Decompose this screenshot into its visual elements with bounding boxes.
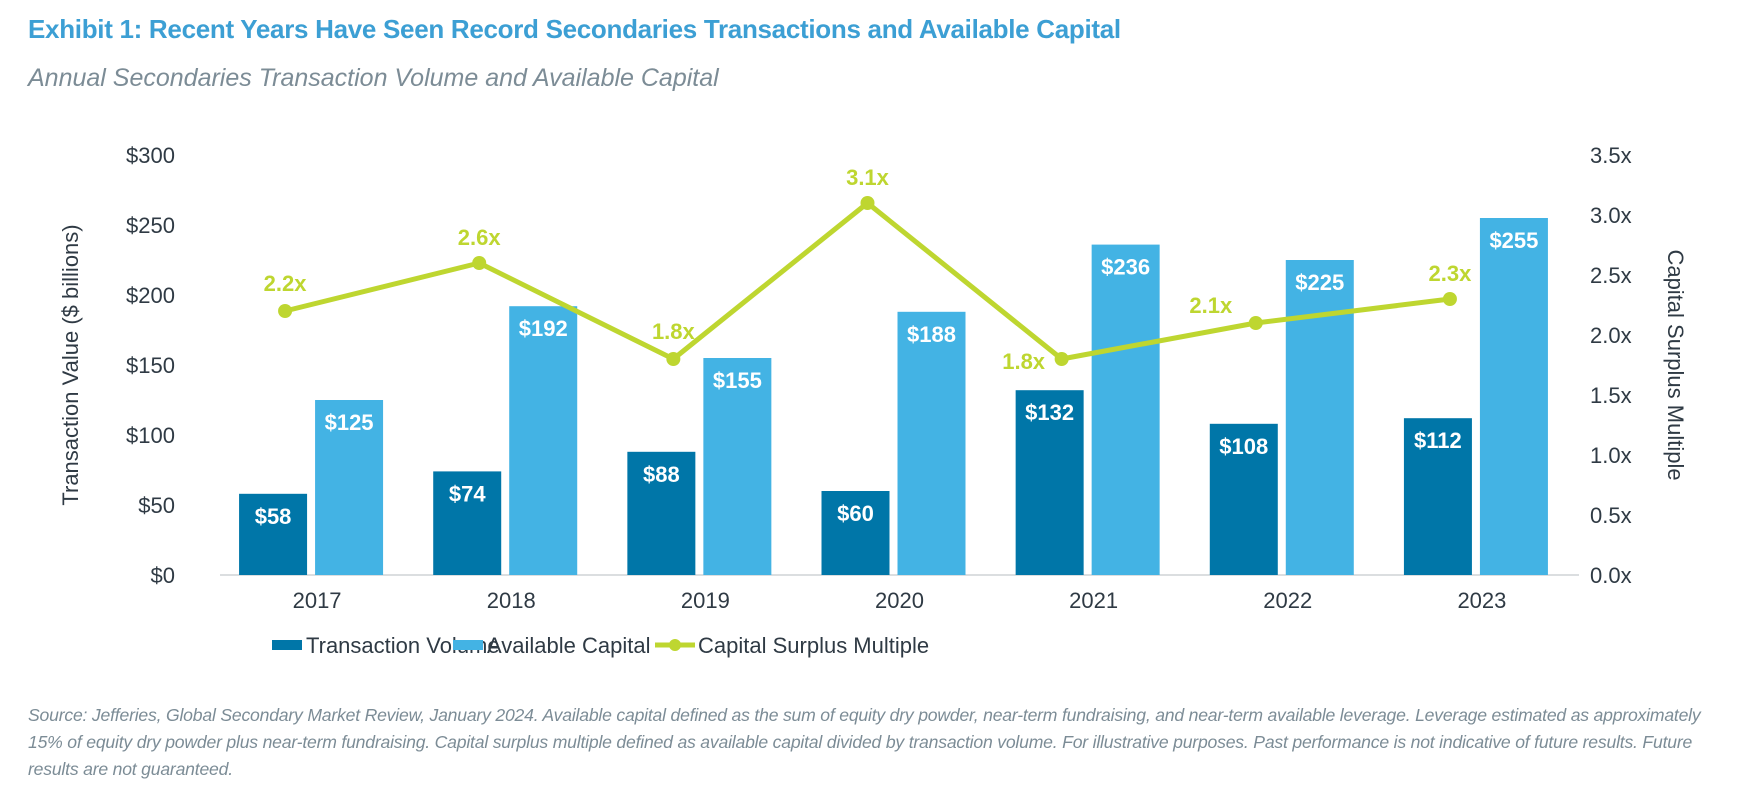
y2-tick-label: 0.5x: [1590, 503, 1632, 528]
bar-transaction-volume: [1209, 423, 1278, 575]
bar-available-capital: [1091, 244, 1160, 575]
y2-axis-title: Capital Surplus Multiple: [1663, 249, 1688, 480]
legend-marker-capital-surplus-multiple: [669, 639, 681, 651]
y-tick-label: $50: [138, 493, 175, 518]
bar-transaction-volume: [433, 471, 502, 575]
bar-data-label: $188: [907, 322, 956, 347]
bar-data-label: $108: [1219, 434, 1268, 459]
bar-data-label: $255: [1489, 228, 1538, 253]
line-data-label: 1.8x: [652, 319, 696, 344]
source-footnote: Source: Jefferies, Global Secondary Mark…: [28, 705, 1701, 779]
y2-tick-label: 3.0x: [1590, 203, 1632, 228]
bar-transaction-volume: [627, 451, 696, 575]
bar-data-label: $236: [1101, 255, 1150, 280]
x-tick-label: 2020: [875, 588, 924, 613]
bar-data-label: $60: [837, 501, 874, 526]
bar-available-capital: [1479, 218, 1548, 575]
x-tick-label: 2017: [293, 588, 342, 613]
line-data-label: 2.3x: [1429, 261, 1473, 286]
line-point: [472, 256, 487, 270]
line-point: [860, 196, 875, 210]
bar-transaction-volume: [1015, 390, 1084, 575]
chart-subtitle: Annual Secondaries Transaction Volume an…: [28, 64, 719, 92]
line-point: [666, 352, 681, 366]
y2-tick-label: 2.0x: [1590, 323, 1632, 348]
bar-available-capital: [1285, 260, 1354, 575]
x-tick-label: 2022: [1263, 588, 1312, 613]
line-data-label: 2.1x: [1189, 293, 1233, 318]
y-tick-label: $150: [126, 353, 175, 378]
legend-swatch-transaction-volume: [272, 640, 302, 650]
y2-tick-label: 1.5x: [1590, 383, 1632, 408]
line-point: [1054, 352, 1069, 366]
line-point: [1442, 292, 1457, 306]
x-tick-label: 2023: [1457, 588, 1506, 613]
bar-data-label: $112: [1414, 428, 1462, 453]
bar-data-label: $125: [325, 410, 374, 435]
legend-label-capital-surplus-multiple: Capital Surplus Multiple: [698, 633, 929, 658]
y2-tick-label: 1.0x: [1590, 443, 1632, 468]
bar-data-label: $132: [1025, 400, 1074, 425]
bar-data-label: $155: [713, 368, 762, 393]
bar-available-capital: [897, 311, 966, 575]
bar-available-capital: [315, 400, 384, 575]
line-data-label: 2.6x: [458, 225, 502, 250]
chart-title: Exhibit 1: Recent Years Have Seen Record…: [28, 14, 1121, 44]
y-tick-label: $200: [126, 283, 175, 308]
line-data-label: 2.2x: [264, 271, 308, 296]
bar-data-label: $88: [643, 462, 680, 487]
bar-transaction-volume: [239, 493, 308, 575]
y2-tick-label: 2.5x: [1590, 263, 1632, 288]
bar-data-label: $192: [519, 316, 568, 341]
legend-swatch-available-capital: [453, 640, 483, 650]
x-tick-label: 2021: [1069, 588, 1118, 613]
legend-label-available-capital: Available Capital: [487, 633, 650, 658]
y2-tick-label: 0.0x: [1590, 563, 1632, 588]
y-tick-label: $0: [151, 563, 175, 588]
y-tick-label: $300: [126, 143, 175, 168]
bar-available-capital: [703, 358, 772, 575]
bar-data-label: $225: [1295, 270, 1344, 295]
y-tick-label: $250: [126, 213, 175, 238]
bar-data-label: $74: [449, 481, 486, 506]
line-data-label: 1.8x: [1002, 349, 1046, 374]
bar-transaction-volume: [821, 491, 890, 575]
bar-transaction-volume: [1403, 418, 1472, 575]
bar-available-capital: [509, 306, 578, 575]
y-tick-label: $100: [126, 423, 175, 448]
line-data-label: 3.1x: [846, 165, 890, 190]
line-point: [1248, 316, 1263, 330]
line-point: [278, 304, 293, 318]
x-tick-label: 2019: [681, 588, 730, 613]
y2-tick-label: 3.5x: [1590, 143, 1632, 168]
bar-data-label: $58: [255, 504, 292, 529]
y-axis-title: Transaction Value ($ billions): [58, 224, 83, 505]
x-tick-label: 2018: [487, 588, 536, 613]
